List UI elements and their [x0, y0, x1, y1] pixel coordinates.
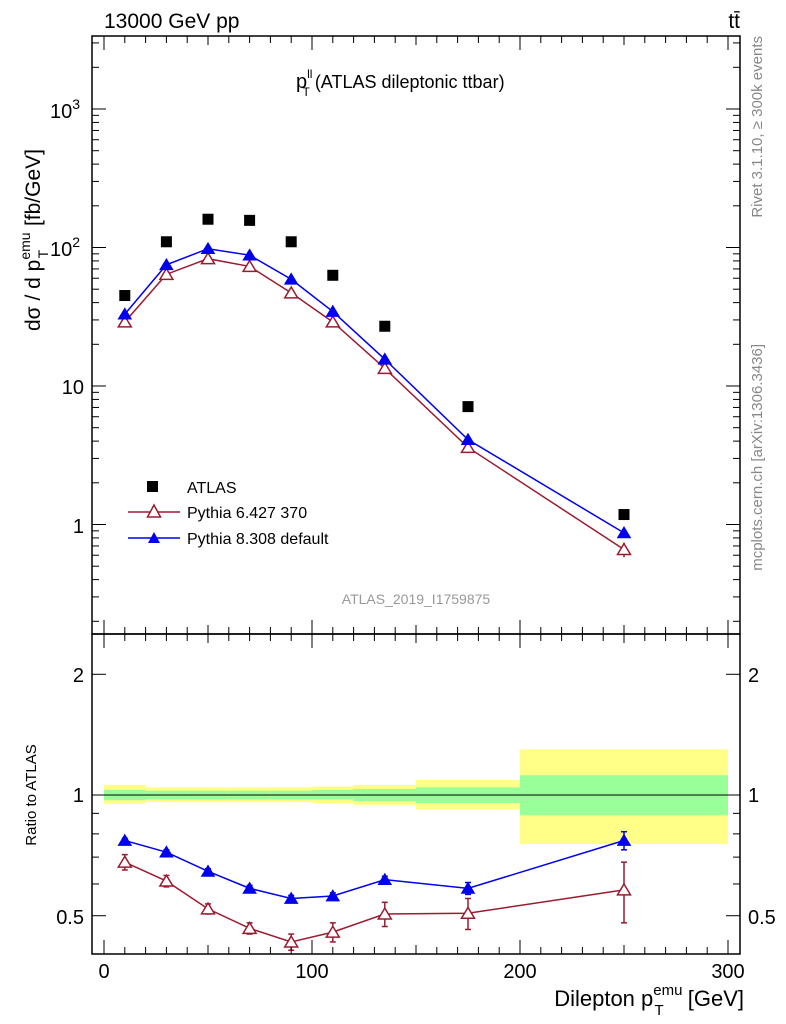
ratio-point-pythia8-8 — [616, 833, 632, 846]
main-point-atlas-8 — [618, 509, 630, 521]
ratio-ytick-left-2: 2 — [73, 665, 84, 687]
ratio-ytick-labels: 0.5 1 2 0.5 1 2 — [56, 665, 776, 929]
xtick-label-200: 200 — [503, 961, 536, 983]
main-point-pythia6-1 — [158, 267, 175, 281]
main-point-pythia8-3 — [242, 248, 257, 261]
main-ytick-labels: 1 10 102 103 — [50, 96, 84, 538]
axis-ticks — [92, 36, 740, 954]
ratio-point-pythia8-4 — [283, 891, 299, 904]
xtick-labels: 0 100 200 300 — [98, 961, 744, 983]
ratio-point-pythia6-1 — [158, 873, 175, 887]
main-point-pythia6-7 — [460, 440, 476, 454]
ratio-ytick-left-0.5: 0.5 — [56, 907, 84, 929]
main-point-atlas-4 — [285, 236, 297, 248]
legend-label-atlas: ATLAS — [187, 480, 237, 497]
ratio-point-pythia8-6 — [377, 872, 393, 886]
ratio-point-pythia6-0 — [116, 854, 133, 868]
xtick-label-100: 100 — [295, 961, 328, 983]
main-point-pythia6-4 — [283, 285, 300, 299]
ratio-point-pythia8-5 — [325, 889, 341, 902]
ratio-point-pythia6-3 — [241, 921, 258, 935]
ratio-point-pythia6-4 — [283, 934, 300, 948]
main-point-pythia8-6 — [377, 352, 393, 365]
main-point-pythia6-6 — [376, 361, 393, 375]
legend-marker-pythia8 — [148, 532, 160, 543]
energy-label: 13000 GeV pp — [104, 10, 239, 33]
ytick-label-10: 10 — [62, 377, 84, 399]
plot-title: pll T (ATLAS dileptonic ttbar) — [296, 67, 505, 99]
ratio-point-pythia6-2 — [200, 901, 216, 915]
main-point-pythia6-8 — [616, 542, 632, 556]
ratio-ytick-left-1: 1 — [73, 785, 84, 807]
main-point-pythia8-1 — [159, 257, 174, 271]
ratio-line-pythia6 — [124, 861, 625, 943]
ratio-point-pythia8-1 — [159, 845, 174, 858]
ratio-point-pythia8-0 — [117, 833, 133, 846]
main-series-marks — [116, 213, 632, 558]
ratio-series-marks — [116, 830, 632, 952]
rivet-label: Rivet 3.1.10, ≥ 300k events — [749, 36, 766, 218]
main-point-pythia6-5 — [324, 314, 341, 328]
main-point-pythia6-3 — [241, 259, 258, 273]
main-point-atlas-1 — [160, 236, 172, 248]
legend: ATLAS Pythia 6.427 370 Pythia 8.308 defa… — [128, 480, 329, 548]
legend-marker-pythia6 — [146, 503, 162, 518]
ratio-point-pythia6-7 — [460, 905, 476, 920]
ratio-point-pythia6-8 — [616, 882, 632, 896]
main-point-atlas-5 — [327, 269, 339, 281]
main-point-atlas-7 — [462, 401, 474, 413]
main-ylabel: dσ / d pemu T [fb/GeV] — [17, 149, 51, 331]
ratio-ytick-right-2: 2 — [748, 665, 759, 687]
main-point-pythia8-8 — [616, 526, 632, 539]
main-point-pythia6-0 — [116, 314, 133, 328]
ratio-ytick-right-0.5: 0.5 — [748, 907, 776, 929]
mcplots-label: mcplots.cern.ch [arXiv:1306.3436] — [749, 344, 766, 571]
ratio-ytick-right-1: 1 — [748, 785, 759, 807]
main-point-pythia6-2 — [200, 251, 216, 265]
ratio-uncertainty-bands — [104, 749, 728, 844]
main-point-atlas-6 — [379, 320, 391, 332]
legend-marker-atlas — [147, 481, 158, 492]
ytick-label-1: 1 — [73, 516, 84, 538]
main-point-atlas-0 — [119, 290, 131, 302]
ratio-point-pythia8-7 — [460, 881, 476, 894]
ratio-ylabel: Ratio to ATLAS — [23, 744, 40, 845]
process-label: tt̄ — [728, 10, 740, 33]
ratio-point-pythia8-3 — [242, 881, 257, 894]
legend-label-pythia8: Pythia 8.308 default — [187, 531, 329, 548]
ytick-label-100: 102 — [50, 234, 80, 261]
main-point-pythia8-4 — [283, 272, 299, 285]
xlabel: Dilepton pemu T [GeV] — [554, 982, 744, 1019]
main-point-atlas-3 — [244, 214, 256, 226]
ratio-line-pythia8 — [124, 839, 625, 900]
legend-label-pythia6: Pythia 6.427 370 — [187, 505, 307, 522]
main-point-atlas-2 — [202, 213, 214, 225]
ratio-point-pythia6-5 — [324, 924, 341, 938]
analysis-id: ATLAS_2019_I1759875 — [342, 591, 491, 607]
ytick-label-1000: 103 — [50, 96, 80, 123]
main-point-pythia8-7 — [460, 432, 476, 445]
xtick-label-0: 0 — [98, 961, 109, 983]
xtick-label-300: 300 — [711, 961, 744, 983]
main-point-pythia8-0 — [117, 307, 133, 320]
ratio-point-pythia6-6 — [376, 906, 393, 920]
main-point-pythia8-2 — [200, 241, 216, 255]
ratio-point-pythia8-2 — [200, 864, 216, 877]
main-point-pythia8-5 — [325, 304, 341, 317]
